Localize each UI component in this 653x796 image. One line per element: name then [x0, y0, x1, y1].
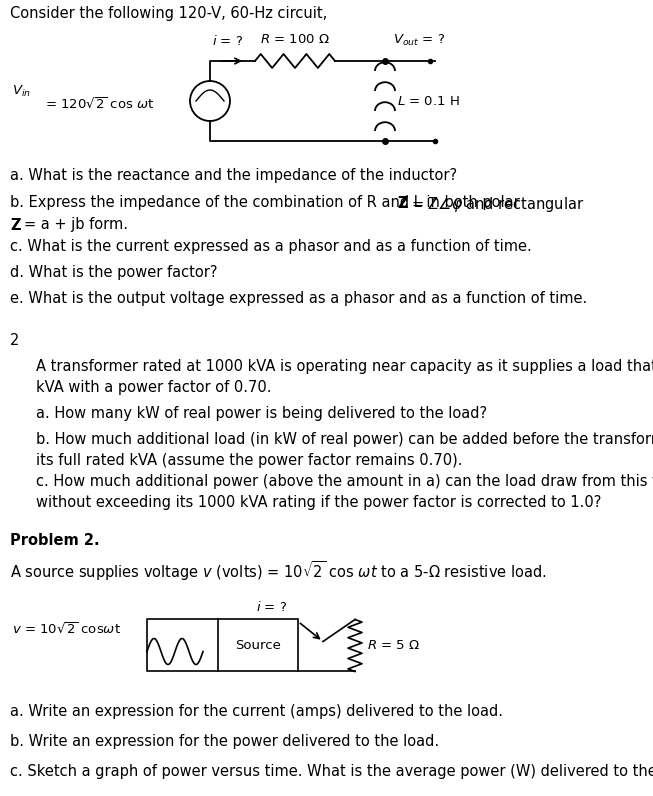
Text: $\mathbf{Z}$: $\mathbf{Z}$: [10, 217, 22, 232]
Text: $V_{out}$ = ?: $V_{out}$ = ?: [393, 33, 445, 48]
Text: a. How many kW of real power is being delivered to the load?: a. How many kW of real power is being de…: [36, 407, 487, 422]
Text: a. Write an expression for the current (amps) delivered to the load.: a. Write an expression for the current (…: [10, 704, 503, 720]
Text: = Z$\angle\varphi$ and rectangular: = Z$\angle\varphi$ and rectangular: [411, 194, 584, 213]
Text: 2: 2: [10, 334, 20, 349]
Text: b. How much additional load (in kW of real power) can be added before the transf: b. How much additional load (in kW of re…: [36, 432, 653, 447]
Bar: [218, 619, 298, 672]
Text: $L$ = 0.1 H: $L$ = 0.1 H: [397, 95, 460, 107]
Text: $R$ = 100 $\Omega$: $R$ = 100 $\Omega$: [260, 33, 330, 46]
Text: A source supplies voltage $v$ (volts) = 10$\sqrt{2}$ cos $\omega t$ to a 5-$\Ome: A source supplies voltage $v$ (volts) = …: [10, 560, 547, 583]
Text: Source: Source: [235, 639, 281, 652]
Text: $i$ = ?: $i$ = ?: [257, 600, 287, 615]
Text: c. Sketch a graph of power versus time. What is the average power (W) delivered : c. Sketch a graph of power versus time. …: [10, 764, 653, 779]
Text: kVA with a power factor of 0.70.: kVA with a power factor of 0.70.: [36, 380, 272, 396]
Text: d. What is the power factor?: d. What is the power factor?: [10, 265, 217, 280]
Text: = a + jb form.: = a + jb form.: [24, 217, 128, 232]
Text: $R$ = 5 $\Omega$: $R$ = 5 $\Omega$: [367, 639, 420, 652]
Text: Consider the following 120-V, 60-Hz circuit,: Consider the following 120-V, 60-Hz circ…: [10, 6, 327, 21]
Text: c. How much additional power (above the amount in a) can the load draw from this: c. How much additional power (above the …: [36, 474, 653, 490]
Text: A transformer rated at 1000 kVA is operating near capacity as it supplies a load: A transformer rated at 1000 kVA is opera…: [36, 360, 653, 374]
Text: b. Express the impedance of the combination of R and L in both polar: b. Express the impedance of the combinat…: [10, 194, 524, 209]
Text: e. What is the output voltage expressed as a phasor and as a function of time.: e. What is the output voltage expressed …: [10, 291, 587, 306]
Text: $\mathbf{Z}$: $\mathbf{Z}$: [397, 194, 409, 210]
Text: $i$ = ?: $i$ = ?: [212, 34, 243, 48]
Text: $V_{in}$: $V_{in}$: [12, 84, 31, 99]
Text: its full rated kVA (assume the power factor remains 0.70).: its full rated kVA (assume the power fac…: [36, 454, 462, 469]
Text: = 120$\sqrt{2}$ cos $\omega$t: = 120$\sqrt{2}$ cos $\omega$t: [45, 96, 155, 111]
Text: a. What is the reactance and the impedance of the inductor?: a. What is the reactance and the impedan…: [10, 168, 457, 183]
Text: c. What is the current expressed as a phasor and as a function of time.: c. What is the current expressed as a ph…: [10, 239, 532, 253]
Text: without exceeding its 1000 kVA rating if the power factor is corrected to 1.0?: without exceeding its 1000 kVA rating if…: [36, 495, 601, 510]
Text: Problem 2.: Problem 2.: [10, 533, 100, 548]
Text: b. Write an expression for the power delivered to the load.: b. Write an expression for the power del…: [10, 735, 439, 750]
Text: $v$ = 10$\sqrt{2}$ cos$\omega$t: $v$ = 10$\sqrt{2}$ cos$\omega$t: [12, 622, 121, 637]
